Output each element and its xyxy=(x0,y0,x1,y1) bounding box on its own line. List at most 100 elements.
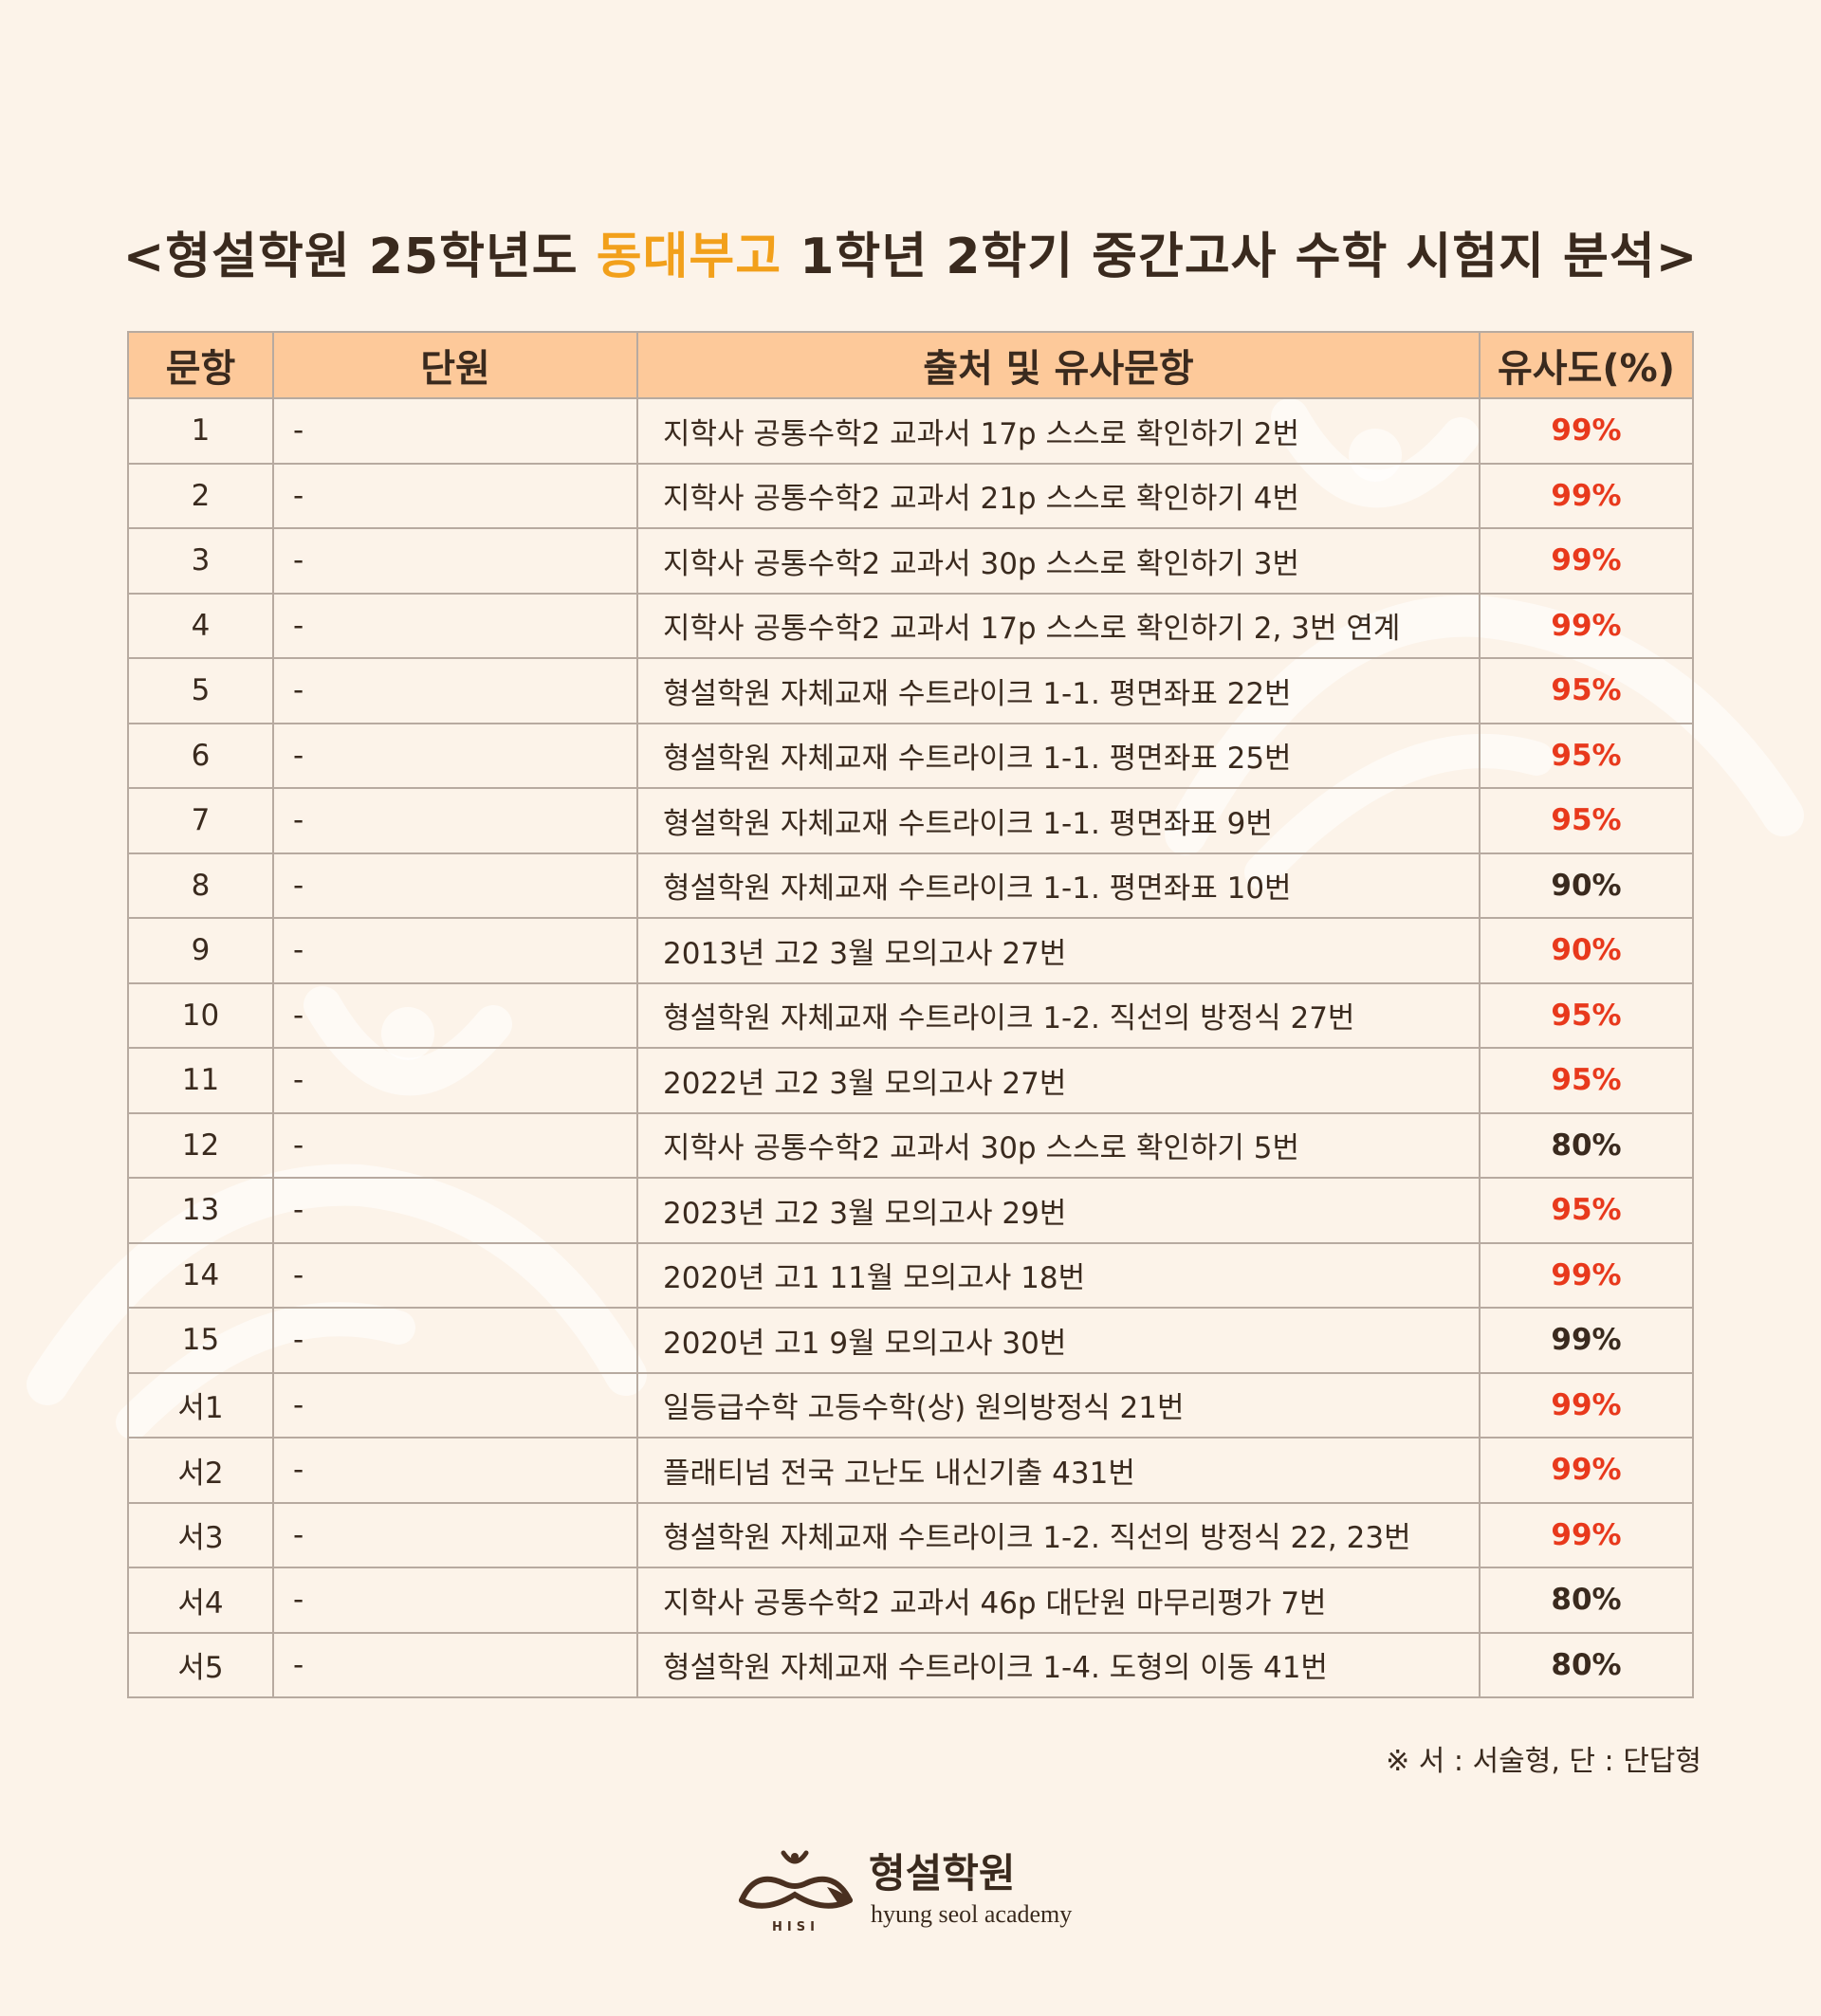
cell-question-no: 서1 xyxy=(127,1371,274,1439)
cell-similarity: 99% xyxy=(1479,462,1694,529)
table-row: 서3- 형설학원 자체교재 수트라이크 1-2. 직선의 방정식 22, 23번 9… xyxy=(127,1501,1694,1568)
table-row: 9-2013년 고2 3월 모의고사 27번 90% xyxy=(127,917,1694,984)
cell-source: 형설학원 자체교재 수트라이크 1-1. 평면좌표 25번 xyxy=(636,722,1481,789)
cell-question-no: 서3 xyxy=(127,1501,274,1568)
table-row: 8- 형설학원 자체교재 수트라이크 1-1. 평면좌표 10번 90% xyxy=(127,852,1694,919)
cell-source: 2022년 고2 3월 모의고사 27번 xyxy=(636,1047,1481,1114)
cell-similarity: 95% xyxy=(1479,981,1694,1049)
header-question-no: 문항 xyxy=(127,331,274,399)
cell-question-no: 9 xyxy=(127,917,274,984)
table-header-row: 문항 단원 출처 및 유사문항 유사도(%) xyxy=(127,331,1694,399)
cell-source: 지학사 공통수학2 교과서 21p 스스로 확인하기 4번 xyxy=(636,462,1481,529)
cell-question-no: 4 xyxy=(127,592,274,659)
table-row: 서2- 플래티넘 전국 고난도 내신기출 431번 99% xyxy=(127,1437,1694,1504)
cell-question-no: 8 xyxy=(127,852,274,919)
cell-unit: - xyxy=(272,1111,638,1179)
cell-source: 형설학원 자체교재 수트라이크 1-1. 평면좌표 10번 xyxy=(636,852,1481,919)
cell-similarity: 99% xyxy=(1479,1437,1694,1504)
cell-unit: - xyxy=(272,1177,638,1244)
table-row: 서1- 일등급수학 고등수학(상) 원의방정식 21번 99% xyxy=(127,1371,1694,1439)
cell-question-no: 1 xyxy=(127,397,274,465)
cell-source: 형설학원 자체교재 수트라이크 1-1. 평면좌표 22번 xyxy=(636,657,1481,724)
cell-source: 지학사 공통수학2 교과서 46p 대단원 마무리평가 7번 xyxy=(636,1567,1481,1634)
title-prefix: <형설학원 25학년도 xyxy=(122,229,597,285)
cell-similarity: 95% xyxy=(1479,722,1694,789)
cell-unit: - xyxy=(272,462,638,529)
analysis-table: 문항 단원 출처 및 유사문항 유사도(%) 1- 지학사 공통수학2 교과서 1… xyxy=(127,331,1694,1698)
cell-question-no: 10 xyxy=(127,981,274,1049)
cell-question-no: 3 xyxy=(127,527,274,595)
table-row: 2- 지학사 공통수학2 교과서 21p 스스로 확인하기 4번 99% xyxy=(127,462,1694,529)
cell-similarity: 95% xyxy=(1479,1177,1694,1244)
cell-question-no: 서5 xyxy=(127,1631,274,1698)
table-row: 3- 지학사 공통수학2 교과서 30p 스스로 확인하기 3번 99% xyxy=(127,527,1694,595)
cell-unit: - xyxy=(272,527,638,595)
cell-similarity: 99% xyxy=(1479,1501,1694,1568)
table-row: 12- 지학사 공통수학2 교과서 30p 스스로 확인하기 5번 80% xyxy=(127,1111,1694,1179)
cell-unit: - xyxy=(272,1631,638,1698)
cell-similarity: 95% xyxy=(1479,657,1694,724)
cell-source: 형설학원 자체교재 수트라이크 1-1. 평면좌표 9번 xyxy=(636,787,1481,854)
cell-question-no: 5 xyxy=(127,657,274,724)
logo-mark-icon: HISI xyxy=(739,1850,853,1934)
cell-similarity: 90% xyxy=(1479,852,1694,919)
cell-similarity: 99% xyxy=(1479,1241,1694,1309)
cell-question-no: 서2 xyxy=(127,1437,274,1504)
cell-source: 형설학원 자체교재 수트라이크 1-2. 직선의 방정식 22, 23번 xyxy=(636,1501,1481,1568)
header-unit: 단원 xyxy=(272,331,638,399)
cell-question-no: 12 xyxy=(127,1111,274,1179)
cell-source: 일등급수학 고등수학(상) 원의방정식 21번 xyxy=(636,1371,1481,1439)
table-row: 15-2020년 고1 9월 모의고사 30번 99% xyxy=(127,1307,1694,1374)
cell-source: 지학사 공통수학2 교과서 17p 스스로 확인하기 2번 xyxy=(636,397,1481,465)
cell-similarity: 99% xyxy=(1479,527,1694,595)
title-suffix: 1학년 2학기 중간고사 수학 시험지 분석> xyxy=(782,229,1699,285)
cell-question-no: 6 xyxy=(127,722,274,789)
cell-question-no: 15 xyxy=(127,1307,274,1374)
cell-unit: - xyxy=(272,1567,638,1634)
cell-unit: - xyxy=(272,1501,638,1568)
cell-unit: - xyxy=(272,917,638,984)
cell-similarity: 99% xyxy=(1479,1371,1694,1439)
cell-source: 지학사 공통수학2 교과서 17p 스스로 확인하기 2, 3번 연계 xyxy=(636,592,1481,659)
title-school-highlight: 동대부고 xyxy=(596,229,782,285)
table-row: 13-2023년 고2 3월 모의고사 29번 95% xyxy=(127,1177,1694,1244)
table-row: 10- 형설학원 자체교재 수트라이크 1-2. 직선의 방정식 27번 95% xyxy=(127,981,1694,1049)
cell-unit: - xyxy=(272,1047,638,1114)
table-row: 11-2022년 고2 3월 모의고사 27번 95% xyxy=(127,1047,1694,1114)
cell-similarity: 99% xyxy=(1479,1307,1694,1374)
cell-source: 지학사 공통수학2 교과서 30p 스스로 확인하기 5번 xyxy=(636,1111,1481,1179)
table-row: 5- 형설학원 자체교재 수트라이크 1-1. 평면좌표 22번 95% xyxy=(127,657,1694,724)
cell-unit: - xyxy=(272,657,638,724)
table-row: 7- 형설학원 자체교재 수트라이크 1-1. 평면좌표 9번 95% xyxy=(127,787,1694,854)
page-title: <형설학원 25학년도 동대부고 1학년 2학기 중간고사 수학 시험지 분석> xyxy=(0,216,1821,287)
cell-similarity: 99% xyxy=(1479,397,1694,465)
cell-similarity: 80% xyxy=(1479,1111,1694,1179)
academy-logo: HISI 형설학원 hyung seol academy xyxy=(736,1842,1096,1936)
cell-question-no: 서4 xyxy=(127,1567,274,1634)
cell-question-no: 11 xyxy=(127,1047,274,1114)
logo-name-korean: 형설학원 xyxy=(869,1850,1016,1897)
table-body: 1- 지학사 공통수학2 교과서 17p 스스로 확인하기 2번 99% 2- 지학사 … xyxy=(127,397,1694,1698)
cell-source: 2020년 고1 11월 모의고사 18번 xyxy=(636,1241,1481,1309)
cell-source: 2013년 고2 3월 모의고사 27번 xyxy=(636,917,1481,984)
cell-similarity: 99% xyxy=(1479,592,1694,659)
cell-source: 지학사 공통수학2 교과서 30p 스스로 확인하기 3번 xyxy=(636,527,1481,595)
table-row: 서5- 형설학원 자체교재 수트라이크 1-4. 도형의 이동 41번 80% xyxy=(127,1631,1694,1698)
cell-question-no: 13 xyxy=(127,1177,274,1244)
cell-unit: - xyxy=(272,787,638,854)
cell-source: 형설학원 자체교재 수트라이크 1-4. 도형의 이동 41번 xyxy=(636,1631,1481,1698)
table-row: 1- 지학사 공통수학2 교과서 17p 스스로 확인하기 2번 99% xyxy=(127,397,1694,465)
cell-unit: - xyxy=(272,1371,638,1439)
logo-name-english: hyung seol academy xyxy=(871,1900,1073,1928)
logo-mark-text: HISI xyxy=(772,1920,819,1934)
cell-source: 플래티넘 전국 고난도 내신기출 431번 xyxy=(636,1437,1481,1504)
cell-unit: - xyxy=(272,981,638,1049)
cell-unit: - xyxy=(272,1307,638,1374)
header-similarity: 유사도(%) xyxy=(1479,331,1694,399)
legend-note: ※ 서 : 서술형, 단 : 단답형 xyxy=(1386,1745,1701,1778)
cell-unit: - xyxy=(272,722,638,789)
table-row: 14-2020년 고1 11월 모의고사 18번 99% xyxy=(127,1241,1694,1309)
cell-similarity: 95% xyxy=(1479,787,1694,854)
table-row: 서4- 지학사 공통수학2 교과서 46p 대단원 마무리평가 7번 80% xyxy=(127,1567,1694,1634)
cell-unit: - xyxy=(272,592,638,659)
